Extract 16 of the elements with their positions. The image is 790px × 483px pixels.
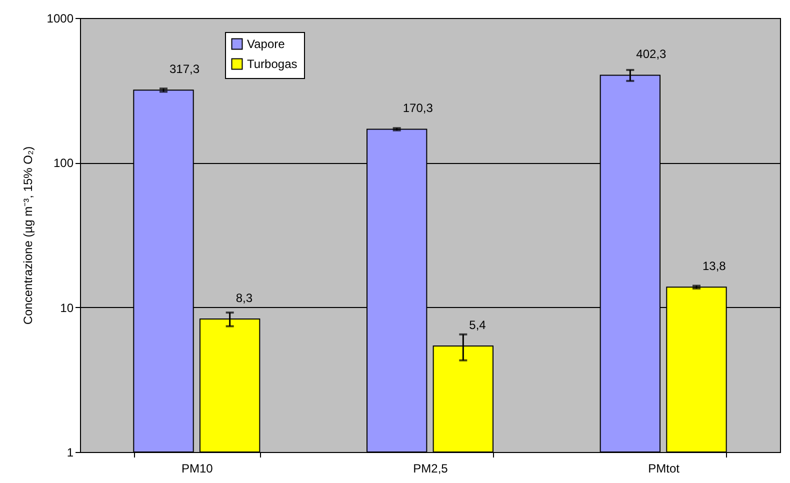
legend-label: Turbogas [247, 57, 298, 71]
x-tick-label: PMtot [648, 462, 680, 476]
data-label: 317,3 [170, 62, 200, 76]
y-tick-label: 10 [60, 300, 74, 315]
y-axis-title: Concentrazione (µg m⁻³, 15% O₂) [20, 146, 35, 325]
data-label: 402,3 [636, 47, 667, 62]
y-tick-label: 1 [66, 446, 74, 460]
data-label: 5,4 [469, 318, 486, 332]
data-label: 8,3 [236, 291, 253, 306]
x-tick-label: PM2,5 [413, 462, 448, 476]
y-tick-label: 100 [53, 156, 74, 170]
data-label: 170,3 [402, 101, 434, 116]
data-label: 13,8 [702, 259, 726, 274]
legend-label: Vapore [247, 37, 286, 51]
y-tick-label: 1000 [46, 12, 74, 26]
x-tick-label: PM10 [181, 462, 214, 476]
